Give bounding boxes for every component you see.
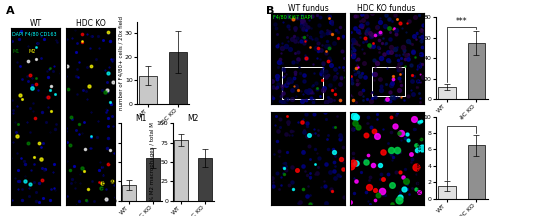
Y-axis label: % M2 macrophages / total M: % M2 macrophages / total M	[151, 122, 156, 202]
Bar	[174, 140, 189, 201]
Bar	[282, 67, 323, 99]
Title: HDC KO fundus: HDC KO fundus	[357, 4, 416, 13]
Text: F4/80 Ki67 DAPI: F4/80 Ki67 DAPI	[273, 15, 312, 20]
Text: ***: ***	[456, 17, 467, 25]
Title: WT fundus: WT fundus	[288, 4, 329, 13]
Title: WT: WT	[30, 19, 42, 28]
Text: M1: M1	[13, 49, 20, 54]
Text: A: A	[5, 6, 14, 16]
Bar	[438, 186, 456, 199]
Text: B: B	[266, 6, 274, 16]
Bar	[139, 76, 157, 104]
Y-axis label: Ki67+ F4/80+ cells / Field: Ki67+ F4/80+ cells / Field	[418, 122, 423, 193]
Bar	[438, 87, 456, 99]
Y-axis label: % M1 macrophages / total M: % M1 macrophages / total M	[102, 122, 107, 202]
Text: M2: M2	[28, 49, 36, 54]
Bar	[372, 67, 405, 96]
Text: *: *	[460, 116, 464, 125]
Bar	[467, 145, 486, 199]
Bar	[169, 52, 187, 104]
Title: HDC KO: HDC KO	[76, 19, 105, 28]
Bar	[198, 158, 212, 201]
Bar	[122, 185, 136, 201]
Y-axis label: F4/80+ cells / 10x Field: F4/80+ cells / 10x Field	[417, 26, 422, 91]
Y-axis label: number of F4/80+ cells / 20x field: number of F4/80+ cells / 20x field	[118, 16, 123, 110]
Title: M2: M2	[187, 114, 199, 123]
Text: DAPI F4/80 CD163: DAPI F4/80 CD163	[13, 32, 57, 37]
Bar	[467, 43, 486, 99]
Title: M1: M1	[135, 114, 147, 123]
Bar	[146, 158, 160, 201]
